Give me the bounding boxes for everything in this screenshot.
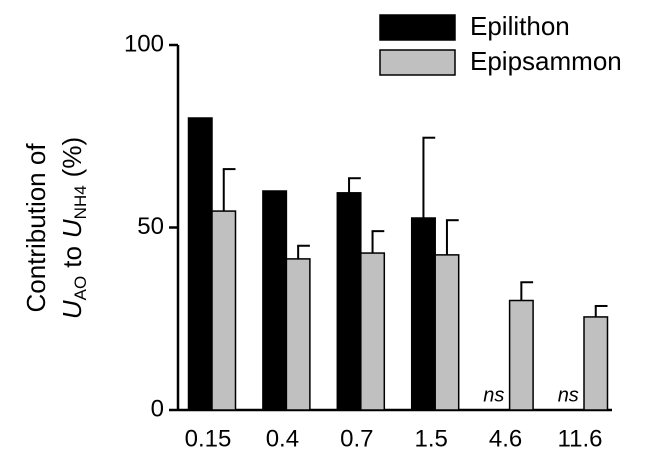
- bar: [508, 299, 534, 411]
- error-bar: [222, 168, 236, 212]
- x-tick-label: 0.15: [185, 425, 232, 452]
- x-tick-label: 11.6: [558, 425, 603, 452]
- value-label: ns: [483, 384, 504, 406]
- bar: [434, 254, 460, 411]
- bar: [410, 217, 436, 411]
- bar: [583, 316, 609, 411]
- error-bar: [297, 244, 310, 259]
- error-bar: [594, 304, 608, 317]
- legend-swatch: [379, 49, 456, 76]
- x-tick-label: 0.7: [340, 425, 373, 452]
- error-bar: [445, 219, 459, 255]
- y-axis-label-part: AO: [71, 276, 90, 301]
- y-tick-label: 50: [137, 213, 164, 240]
- error-bar: [422, 136, 436, 219]
- y-axis-label-part: U: [57, 219, 87, 238]
- y-axis-label-part: (%): [57, 137, 87, 177]
- legend-label: Epipsammon: [470, 46, 622, 76]
- error-bar: [348, 177, 361, 193]
- bar: [336, 192, 362, 411]
- bar: [360, 252, 386, 411]
- y-tick-label: 100: [124, 30, 164, 57]
- bar: [285, 258, 311, 411]
- y-axis-label: Contribution of: [21, 143, 51, 313]
- y-axis-label-part: NH4: [71, 185, 90, 219]
- y-axis-label: UAOtoUNH4(%): [57, 137, 91, 319]
- y-axis-label-part: U: [57, 300, 87, 319]
- error-bar: [520, 281, 534, 301]
- legend-label: Epilithon: [470, 11, 570, 41]
- bar: [211, 210, 237, 411]
- value-label: ns: [558, 384, 579, 406]
- x-tick-label: 1.5: [415, 425, 448, 452]
- y-tick-label: 0: [151, 395, 164, 422]
- bar: [187, 117, 213, 411]
- error-bar: [371, 230, 385, 254]
- x-tick-label: 4.6: [489, 425, 522, 452]
- legend-swatch: [379, 14, 456, 41]
- x-tick-label: 0.4: [266, 425, 299, 452]
- y-axis-label-part: to: [57, 246, 87, 268]
- bar: [262, 190, 288, 411]
